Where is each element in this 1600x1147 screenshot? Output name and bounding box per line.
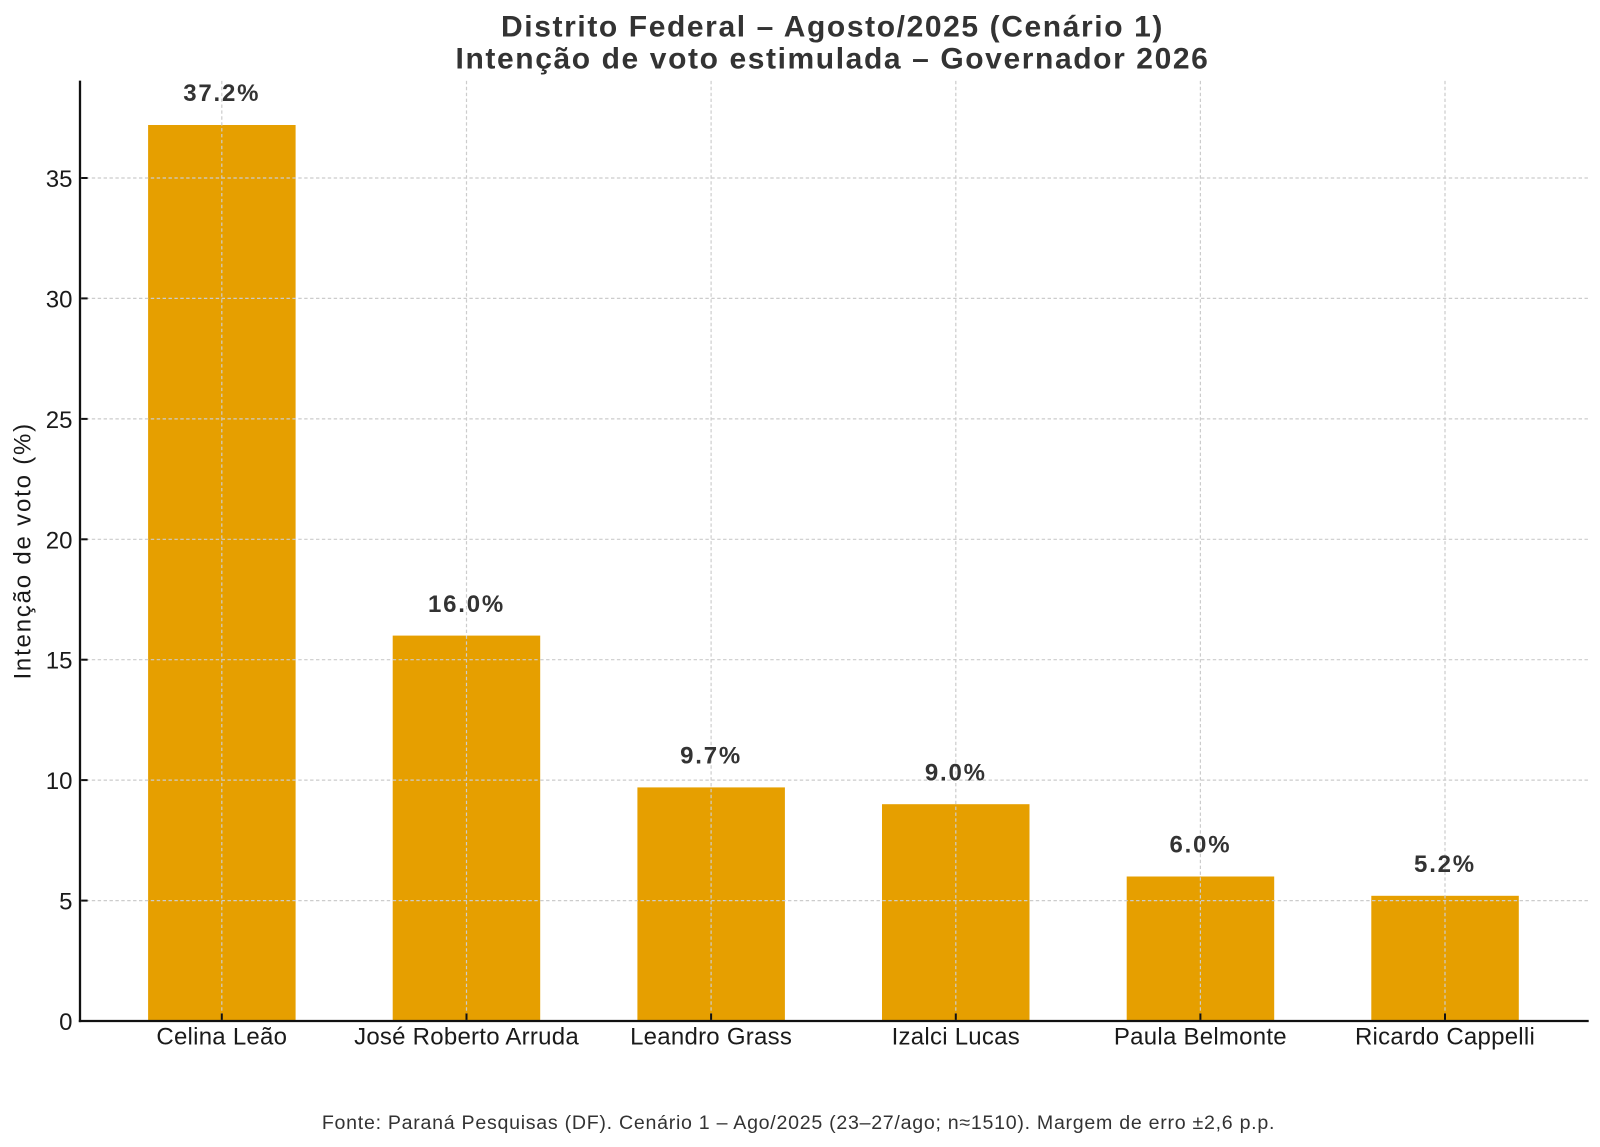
svg-text:Intenção de voto (%): Intenção de voto (%) (10, 422, 37, 679)
svg-text:5.2%: 5.2% (1414, 851, 1476, 878)
svg-text:16.0%: 16.0% (428, 591, 505, 618)
svg-text:Distrito Federal – Agosto/2025: Distrito Federal – Agosto/2025 (Cenário … (501, 10, 1164, 43)
svg-text:15: 15 (46, 648, 73, 675)
svg-text:30: 30 (46, 286, 73, 313)
svg-text:0: 0 (59, 1009, 72, 1036)
svg-text:Izalci Lucas: Izalci Lucas (892, 1024, 1020, 1051)
svg-text:Leandro Grass: Leandro Grass (630, 1024, 792, 1051)
svg-text:20: 20 (46, 527, 73, 554)
svg-text:José Roberto Arruda: José Roberto Arruda (354, 1024, 579, 1051)
svg-text:37.2%: 37.2% (183, 80, 260, 107)
svg-text:Intenção de voto estimulada –: Intenção de voto estimulada – Governador… (456, 43, 1210, 76)
svg-text:Fonte: Paraná Pesquisas (DF).: Fonte: Paraná Pesquisas (DF). Cenário 1 … (322, 1112, 1275, 1134)
svg-text:6.0%: 6.0% (1169, 832, 1231, 859)
svg-text:5: 5 (59, 889, 72, 916)
svg-text:35: 35 (46, 166, 73, 193)
svg-text:10: 10 (46, 768, 73, 795)
svg-text:9.7%: 9.7% (680, 743, 742, 770)
svg-text:25: 25 (46, 407, 73, 434)
svg-text:Paula Belmonte: Paula Belmonte (1114, 1024, 1287, 1051)
svg-text:Celina Leão: Celina Leão (156, 1024, 287, 1051)
svg-text:9.0%: 9.0% (925, 759, 987, 786)
svg-text:Ricardo Cappelli: Ricardo Cappelli (1355, 1024, 1535, 1051)
